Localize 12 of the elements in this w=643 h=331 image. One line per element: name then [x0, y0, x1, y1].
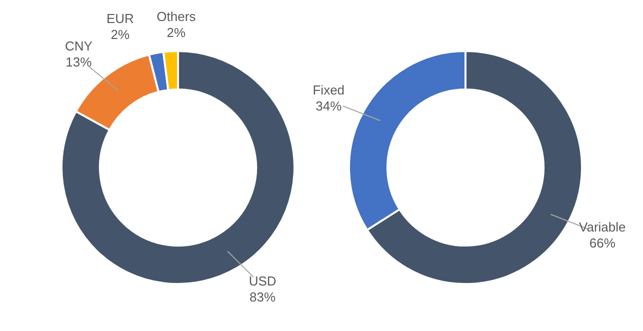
data-label: 13% — [66, 54, 92, 70]
slice-label: EUR — [106, 11, 134, 26]
slice-label: Others — [156, 8, 196, 24]
data-label: 83% — [250, 290, 276, 305]
data-label: 66% — [589, 236, 616, 251]
data-label: 34% — [316, 98, 342, 114]
slice-label: CNY — [64, 38, 93, 54]
slice-label: USD — [248, 274, 276, 289]
slice-label: Fixed — [312, 82, 345, 98]
data-label: 2% — [110, 27, 130, 42]
data-label: 2% — [166, 24, 186, 40]
slice-label: Variable — [579, 220, 626, 235]
